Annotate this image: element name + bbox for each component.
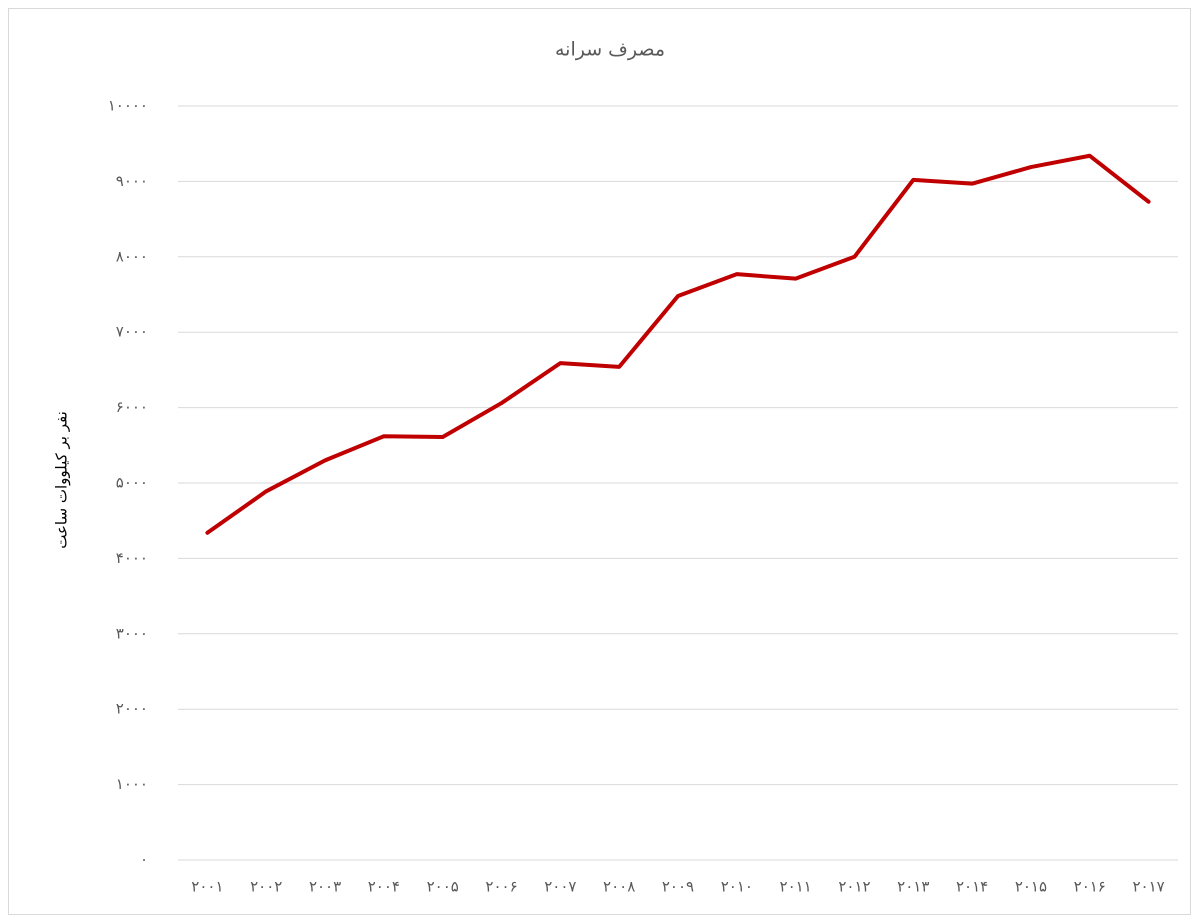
- x-tick-label: ۲۰۰۸: [603, 878, 635, 896]
- y-tick-label: ۶۰۰۰: [116, 398, 148, 416]
- x-tick-label: ۲۰۰۷: [544, 878, 576, 896]
- x-tick-label: ۲۰۱۴: [956, 878, 988, 896]
- y-tick-label: ۰: [140, 851, 148, 869]
- x-tick-label: ۲۰۰۲: [250, 878, 282, 896]
- chart-title: مصرف سرانه: [555, 39, 665, 61]
- x-tick-label: ۲۰۱۳: [897, 878, 929, 896]
- x-tick-label: ۲۰۱۰: [721, 878, 753, 896]
- y-tick-label: ۹۰۰۰: [116, 172, 148, 190]
- x-tick-label: ۲۰۱۱: [780, 878, 812, 896]
- y-tick-label: ۲۰۰۰: [116, 700, 148, 718]
- y-tick-label: ۱۰۰۰۰: [108, 97, 148, 115]
- x-tick-label: ۲۰۰۶: [485, 878, 517, 896]
- y-tick-label: ۸۰۰۰: [116, 247, 148, 265]
- x-tick-label: ۲۰۰۵: [427, 878, 459, 896]
- y-tick-label: ۴۰۰۰: [116, 549, 148, 567]
- y-tick-label: ۳۰۰۰: [116, 624, 148, 642]
- x-tick-label: ۲۰۰۳: [309, 878, 341, 896]
- x-tick-label: ۲۰۱۷: [1132, 878, 1164, 896]
- data-line: [205, 153, 1151, 535]
- x-tick-label: ۲۰۱۵: [1015, 878, 1047, 896]
- x-tick-label: ۲۰۱۲: [838, 878, 870, 896]
- x-tick-label: ۲۰۰۱: [191, 878, 223, 896]
- x-tick-label: ۲۰۰۹: [662, 878, 694, 896]
- x-tick-label: ۲۰۰۴: [368, 878, 400, 896]
- x-tick-label: ۲۰۱۶: [1074, 878, 1106, 896]
- y-tick-label: ۱۰۰۰: [116, 775, 148, 793]
- chart-frame: [8, 8, 1191, 915]
- y-tick-label: ۷۰۰۰: [116, 323, 148, 341]
- y-axis-label: نفر بر کیلووات ساعت: [53, 411, 71, 549]
- y-tick-label: ۵۰۰۰: [116, 474, 148, 492]
